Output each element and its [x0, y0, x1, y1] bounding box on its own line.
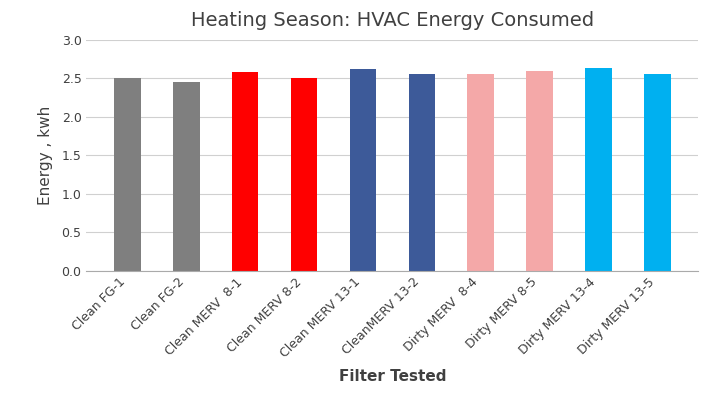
Bar — [467, 74, 494, 271]
Bar — [526, 70, 553, 271]
Bar — [644, 74, 670, 271]
Title: Heating Season: HVAC Energy Consumed: Heating Season: HVAC Energy Consumed — [191, 11, 594, 30]
Bar — [232, 72, 258, 271]
Y-axis label: Energy , kwh: Energy , kwh — [38, 105, 53, 205]
Bar — [114, 78, 140, 271]
X-axis label: Filter Tested: Filter Tested — [338, 369, 446, 384]
Bar — [350, 69, 377, 271]
Bar — [585, 68, 612, 271]
Bar — [408, 74, 435, 271]
Bar — [291, 78, 318, 271]
Bar — [173, 82, 199, 271]
